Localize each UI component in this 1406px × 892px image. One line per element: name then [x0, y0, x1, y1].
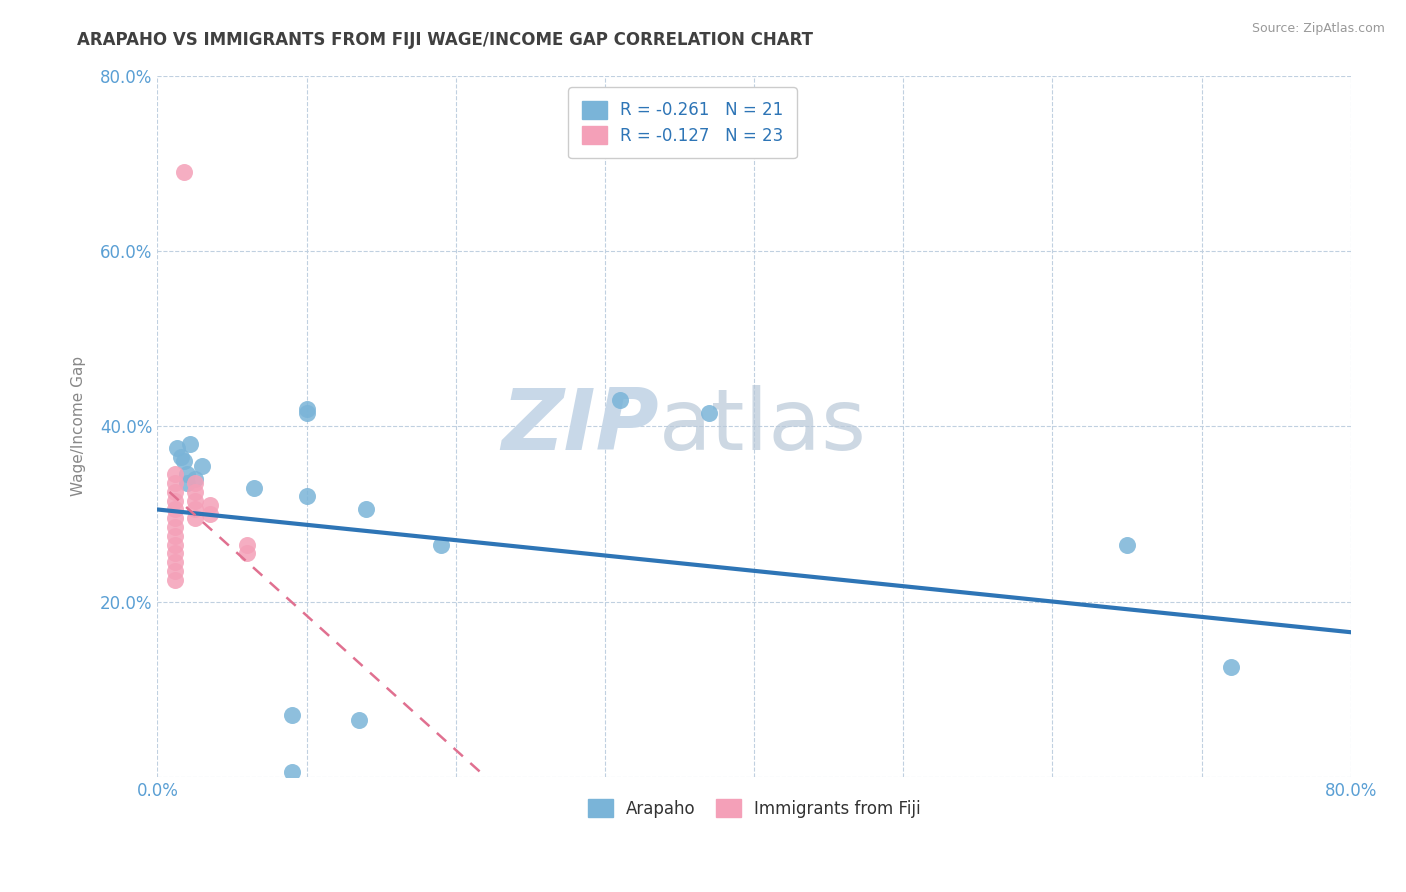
Text: atlas: atlas: [658, 384, 866, 467]
Point: [179, 436, 201, 450]
Point: [356, 502, 378, 516]
Text: Source: ZipAtlas.com: Source: ZipAtlas.com: [1251, 22, 1385, 36]
Point: [184, 493, 207, 508]
Point: [184, 485, 207, 500]
Point: [198, 507, 221, 521]
Point: [198, 498, 221, 512]
Point: [173, 454, 195, 468]
Point: [165, 467, 187, 482]
Point: [699, 406, 721, 420]
Point: [184, 472, 207, 486]
Point: [166, 441, 188, 455]
Point: [165, 555, 187, 569]
Point: [176, 467, 198, 482]
Point: [280, 708, 302, 723]
Point: [1116, 537, 1139, 551]
Y-axis label: Wage/Income Gap: Wage/Income Gap: [72, 356, 86, 496]
Point: [165, 573, 187, 587]
Legend: Arapaho, Immigrants from Fiji: Arapaho, Immigrants from Fiji: [581, 793, 927, 824]
Point: [280, 765, 302, 780]
Point: [184, 502, 207, 516]
Point: [165, 485, 187, 500]
Point: [236, 546, 259, 560]
Point: [165, 520, 187, 534]
Point: [176, 476, 198, 491]
Point: [243, 481, 266, 495]
Point: [295, 406, 318, 420]
Point: [184, 511, 207, 525]
Point: [184, 476, 207, 491]
Point: [295, 401, 318, 416]
Point: [165, 537, 187, 551]
Point: [165, 511, 187, 525]
Point: [170, 450, 193, 464]
Point: [173, 165, 195, 179]
Point: [430, 537, 453, 551]
Point: [609, 392, 631, 407]
Point: [347, 713, 370, 727]
Text: ARAPAHO VS IMMIGRANTS FROM FIJI WAGE/INCOME GAP CORRELATION CHART: ARAPAHO VS IMMIGRANTS FROM FIJI WAGE/INC…: [77, 31, 813, 49]
Point: [165, 493, 187, 508]
Point: [165, 476, 187, 491]
Point: [295, 489, 318, 503]
Point: [165, 546, 187, 560]
Point: [165, 502, 187, 516]
Point: [191, 458, 214, 473]
Point: [165, 529, 187, 543]
Point: [165, 564, 187, 578]
Point: [236, 537, 259, 551]
Text: ZIP: ZIP: [501, 384, 658, 467]
Point: [1220, 660, 1243, 674]
